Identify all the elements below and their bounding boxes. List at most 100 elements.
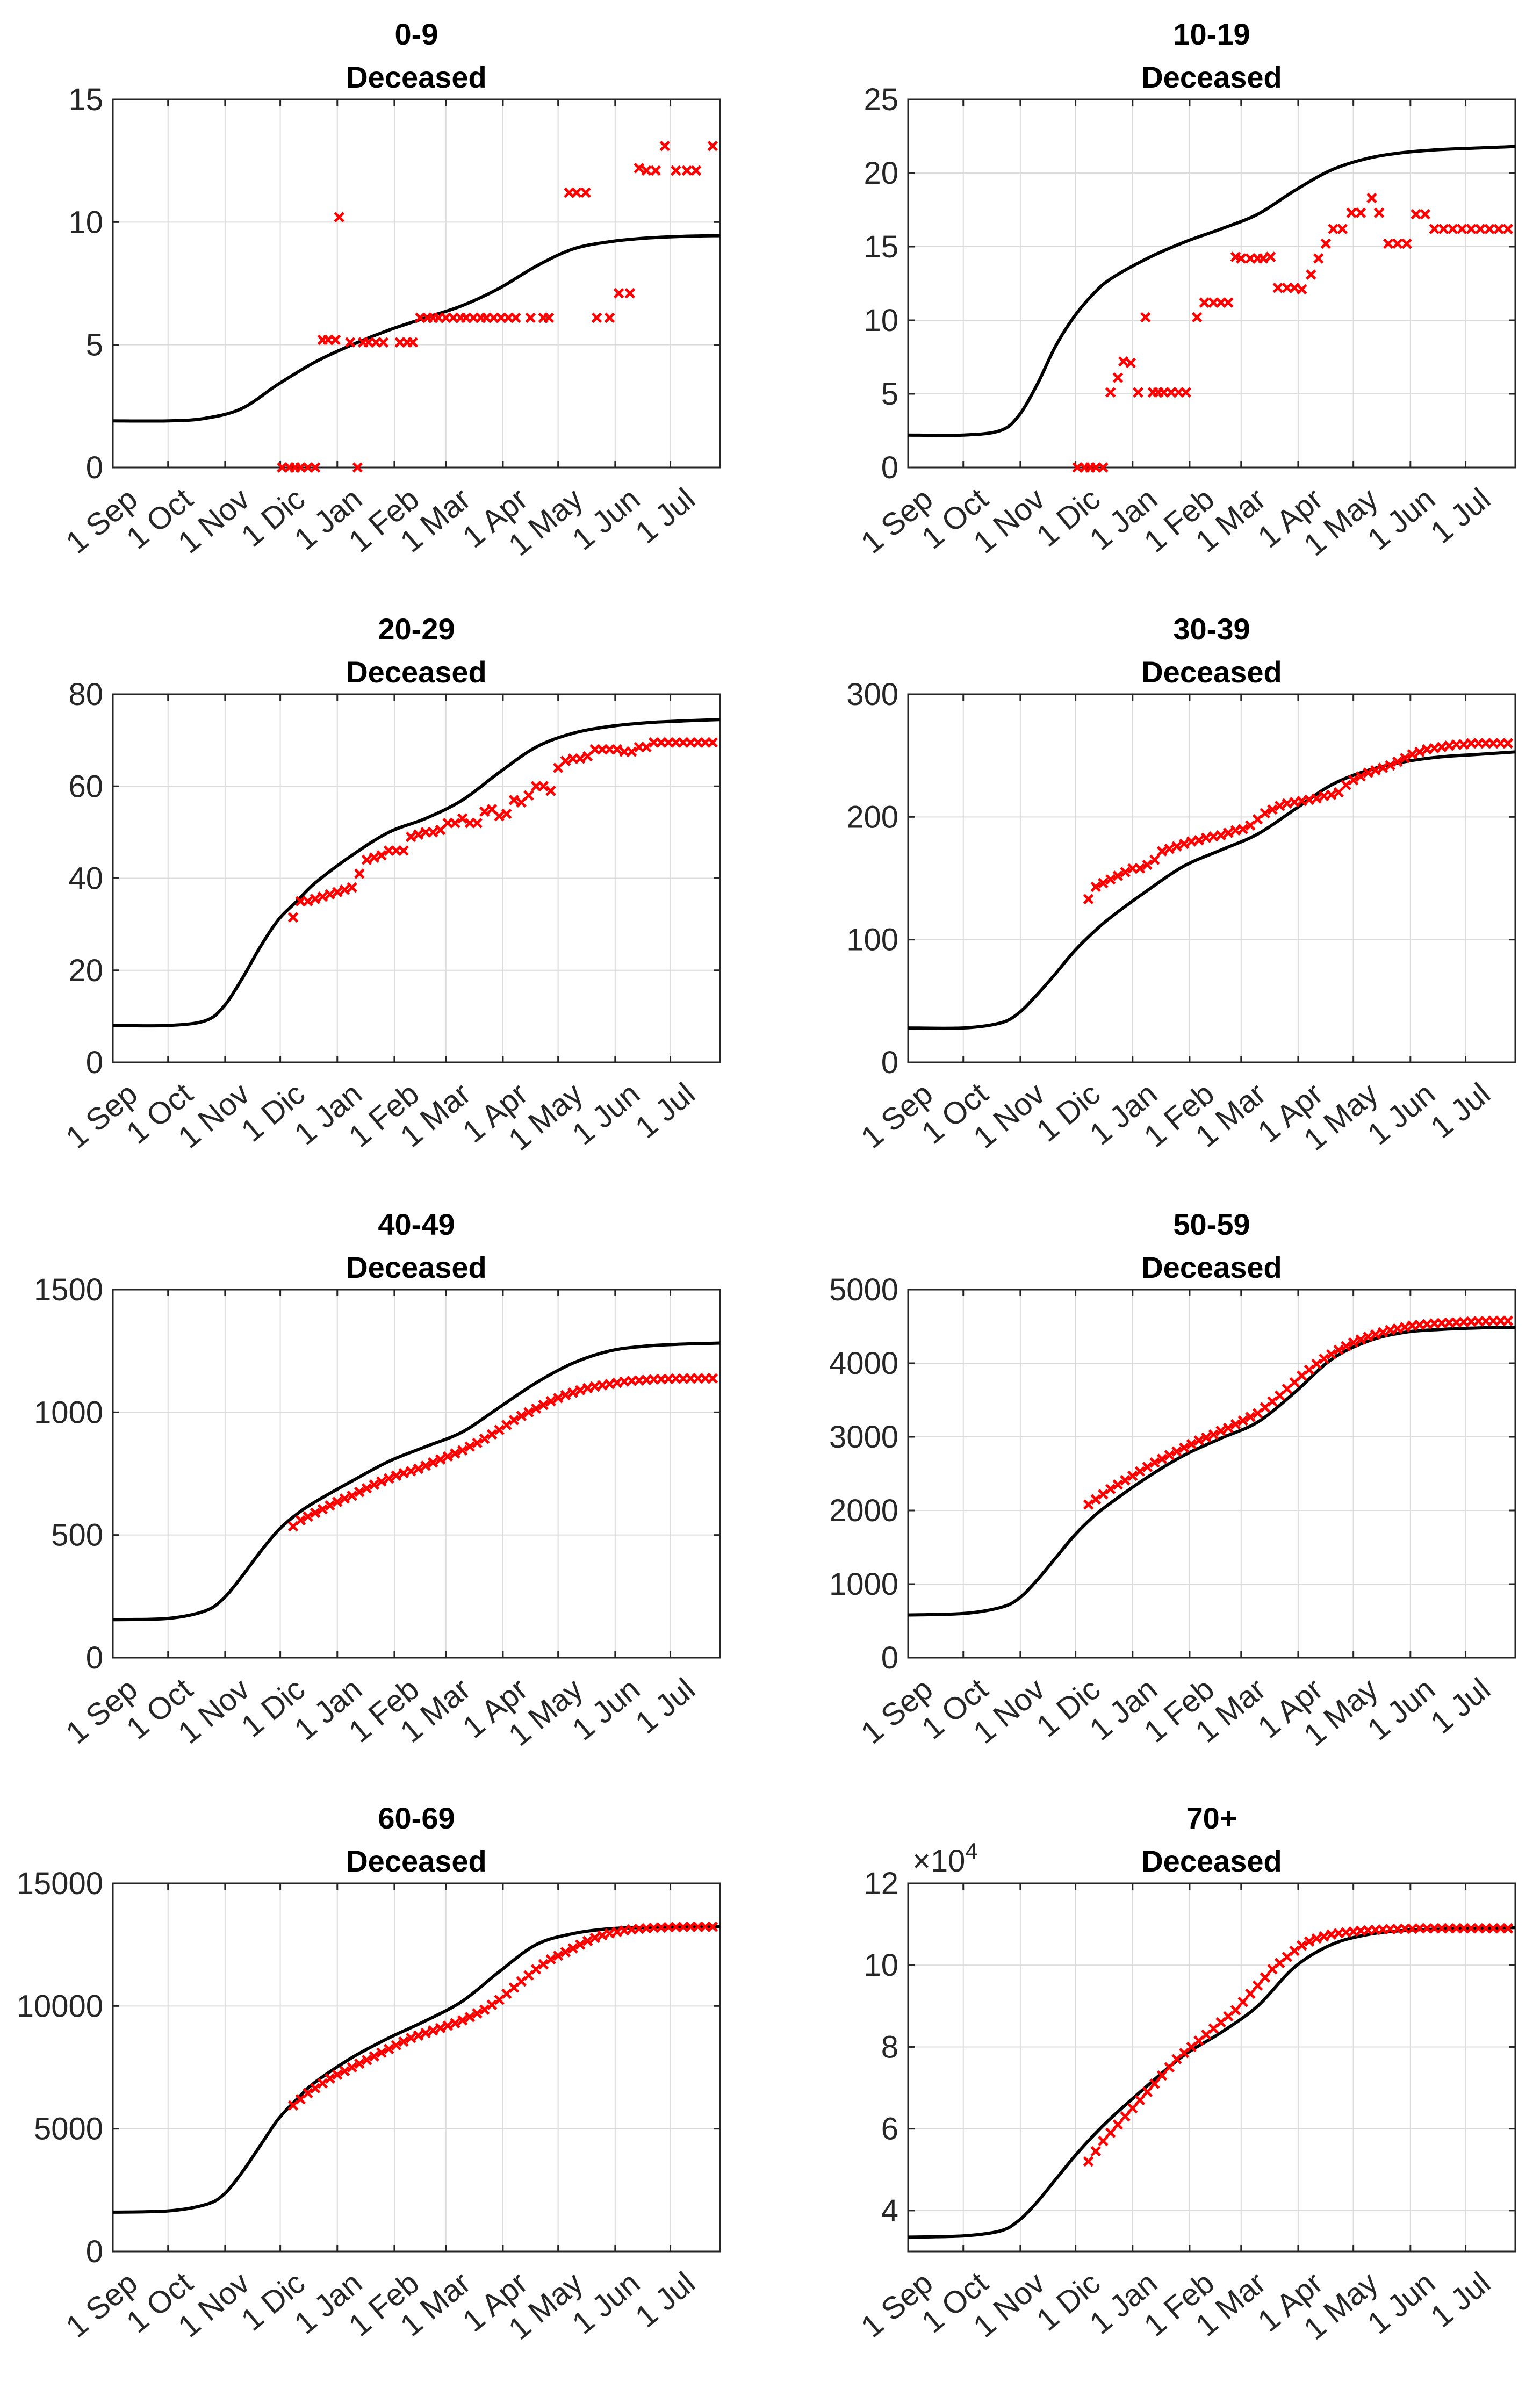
- observed-point: [1407, 749, 1418, 760]
- observed-point: [479, 806, 490, 817]
- observed-point: [407, 337, 418, 348]
- observed-point: [1348, 775, 1359, 786]
- observed-point: [1181, 387, 1191, 398]
- observed-point: [398, 2036, 409, 2047]
- observed-point: [1392, 756, 1403, 767]
- y-tick-label: 15: [863, 229, 898, 264]
- observed-point: [450, 1448, 460, 1459]
- y-tick-label: 10: [863, 1948, 898, 1983]
- observed-point: [1178, 1442, 1190, 1453]
- observed-point: [1333, 787, 1344, 798]
- observed-point: [310, 894, 321, 904]
- observed-point: [354, 2058, 365, 2069]
- model-curve: [908, 1926, 1516, 2239]
- chart-title: 70+: [1186, 1801, 1237, 1835]
- chart-subtitle: Deceased: [346, 60, 487, 94]
- observed-point: [543, 312, 555, 323]
- y-tick-label: 20: [68, 953, 103, 988]
- observed-point: [1355, 207, 1366, 218]
- observed-point: [317, 891, 328, 902]
- chart-title: 50-59: [1173, 1207, 1250, 1241]
- observed-point: [317, 2078, 328, 2089]
- observed-point: [405, 831, 416, 843]
- observed-point: [1297, 1940, 1307, 1951]
- observed-point: [574, 753, 586, 764]
- observed-point: [1401, 238, 1412, 249]
- observed-point: [1326, 789, 1337, 801]
- observed-point: [1355, 1334, 1366, 1345]
- observed-point: [339, 2066, 350, 2077]
- observed-point: [1456, 224, 1467, 234]
- x-tick-label: 1 Jul: [629, 2265, 702, 2335]
- observed-point: [1090, 881, 1102, 893]
- model-curve: [908, 1325, 1516, 1617]
- observed-point: [1120, 1475, 1131, 1486]
- y-tick-label: 300: [846, 677, 898, 712]
- y-tick-label: 200: [846, 800, 898, 834]
- x-tick-label: 1 Jul: [629, 1076, 702, 1146]
- observed-point: [1363, 767, 1373, 778]
- y-tick-label: 1500: [34, 1272, 103, 1307]
- observed-point: [560, 1390, 571, 1401]
- observed-point: [376, 850, 387, 861]
- observed-point: [1149, 1457, 1160, 1468]
- observed-point: [1098, 2135, 1109, 2147]
- observed-point: [352, 462, 363, 473]
- observed-point: [671, 165, 681, 176]
- observed-point: [1134, 863, 1146, 874]
- observed-point: [310, 2083, 321, 2094]
- observed-point: [420, 2027, 431, 2039]
- observed-point: [344, 337, 356, 348]
- observed-point: [1215, 830, 1226, 841]
- observed-point: [1420, 208, 1430, 220]
- observed-point: [1502, 738, 1514, 749]
- observed-point: [1098, 462, 1109, 473]
- observed-point: [650, 165, 661, 176]
- observed-point: [1193, 834, 1204, 846]
- observed-point: [332, 2069, 343, 2080]
- observed-point: [501, 1420, 512, 1430]
- observed-point: [1098, 1489, 1109, 1500]
- observed-point: [1215, 1426, 1226, 1436]
- observed-point: [1475, 224, 1486, 234]
- model-curve: [112, 234, 721, 423]
- observed-point: [1438, 224, 1449, 234]
- x-tick-label: 1 Jul: [629, 1672, 702, 1741]
- observed-point: [405, 2032, 416, 2043]
- observed-point: [1237, 824, 1248, 834]
- observed-point: [1208, 1429, 1219, 1440]
- y-tick-label: 0: [881, 1640, 898, 1675]
- observed-point: [1164, 843, 1175, 854]
- observed-point: [1311, 1933, 1322, 1944]
- observed-point: [597, 1930, 608, 1941]
- observed-point: [1156, 1453, 1168, 1464]
- observed-point: [1274, 801, 1285, 811]
- observed-point: [330, 334, 341, 346]
- observed-point: [325, 2073, 335, 2084]
- observed-point: [1223, 297, 1234, 308]
- observed-point: [464, 1441, 476, 1452]
- observed-point: [552, 1393, 564, 1404]
- observed-point: [1466, 224, 1477, 234]
- observed-point: [1112, 2119, 1124, 2130]
- y-tick-label: 12: [863, 1866, 898, 1901]
- observed-point: [405, 1466, 416, 1477]
- observed-point: [428, 1457, 438, 1468]
- observed-point: [501, 808, 512, 819]
- observed-point: [376, 2047, 387, 2058]
- observed-point: [1260, 1972, 1271, 1983]
- observed-point: [1326, 1349, 1337, 1360]
- y-tick-label: 5: [881, 377, 898, 412]
- observed-point: [560, 755, 571, 766]
- observed-point: [1230, 1419, 1241, 1430]
- observed-point: [1120, 867, 1131, 877]
- observed-point: [1245, 1412, 1256, 1422]
- observed-point: [1289, 1945, 1300, 1956]
- observed-point: [1083, 1499, 1094, 1510]
- observed-point: [545, 1396, 556, 1407]
- observed-point: [1297, 284, 1307, 295]
- observed-point: [1411, 208, 1421, 220]
